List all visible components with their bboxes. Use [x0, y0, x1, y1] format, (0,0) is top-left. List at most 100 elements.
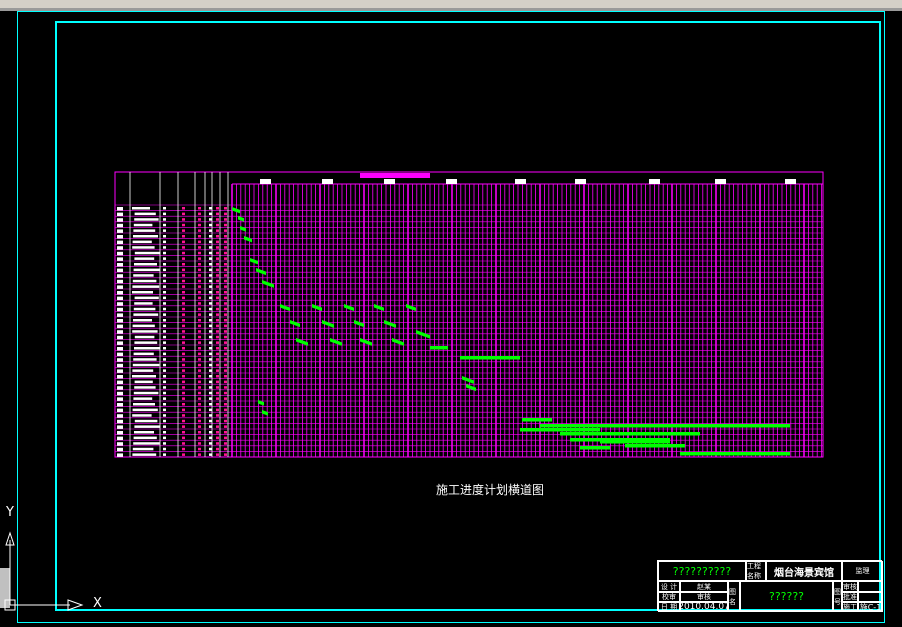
table-cell: [198, 335, 201, 339]
schedule-bar: [580, 446, 610, 450]
table-cell: [163, 235, 166, 238]
task-name: [132, 447, 154, 451]
task-name: [134, 257, 155, 260]
schedule-bar: [560, 432, 700, 436]
header-label: [384, 179, 395, 184]
table-cell: [216, 218, 219, 221]
table-cell: [209, 274, 212, 277]
toolbar[interactable]: [0, 0, 902, 11]
table-cell: [209, 453, 212, 456]
table-cell: [182, 307, 185, 311]
table-cell: [209, 358, 212, 361]
table-cell: [209, 369, 212, 372]
table-cell: [209, 235, 212, 238]
table-cell: [216, 263, 219, 266]
table-cell: [209, 419, 212, 423]
task-name: [134, 419, 158, 423]
table-cell: [182, 240, 185, 244]
header-label: [446, 179, 457, 184]
task-name: [132, 279, 157, 283]
row-number: [117, 414, 123, 418]
supervise-label: 监理: [842, 561, 883, 581]
table-cell: [224, 268, 227, 272]
table-cell: [198, 380, 201, 384]
table-cell: [163, 251, 166, 255]
table-cell: [163, 212, 166, 216]
task-name: [133, 436, 157, 440]
table-cell: [216, 347, 219, 350]
table-cell: [209, 324, 212, 328]
task-name: [134, 302, 153, 305]
schedule-bar: [354, 319, 364, 328]
table-cell: [182, 386, 185, 389]
table-cell: [198, 274, 201, 277]
title-block: ?????????? 工程名称 烟台海景宾馆 监理 设 计 赵某 校审 审核 日…: [657, 560, 883, 612]
table-cell: [216, 386, 219, 389]
task-name: [132, 246, 155, 249]
table-cell: [209, 352, 212, 356]
table-cell: [224, 207, 227, 210]
table-cell: [182, 352, 185, 356]
task-name: [134, 212, 156, 216]
row-number: [117, 380, 123, 385]
table-cell: [182, 414, 185, 417]
table-cell: [209, 436, 212, 440]
row-number: [117, 419, 123, 424]
row-number: [117, 403, 123, 407]
table-cell: [198, 263, 201, 266]
table-cell: [198, 375, 201, 378]
header-label: [785, 179, 796, 184]
table-cell: [224, 403, 227, 406]
table-cell: [163, 324, 166, 328]
table-cell: [216, 285, 219, 288]
schedule-bar: [360, 337, 372, 346]
table-cell: [163, 335, 166, 339]
task-name: [134, 218, 159, 221]
row-number: [117, 296, 123, 301]
table-cell: [216, 335, 219, 339]
table-cell: [198, 408, 201, 412]
schedule-bar: [570, 438, 670, 442]
row-number: [117, 431, 123, 435]
table-cell: [224, 419, 227, 423]
row-number: [117, 363, 123, 368]
table-cell: [182, 285, 185, 288]
table-cell: [163, 414, 166, 417]
table-cell: [224, 257, 227, 260]
project-label: 工程名称: [746, 561, 766, 581]
task-name: [132, 240, 152, 244]
task-name: [133, 223, 153, 227]
table-cell: [209, 341, 212, 344]
table-cell: [209, 408, 212, 412]
table-cell: [216, 431, 219, 434]
table-cell: [182, 380, 185, 384]
table-cell: [216, 330, 219, 333]
table-cell: [182, 218, 185, 221]
schedule-bar: [462, 375, 474, 384]
schedule-bar: [244, 235, 252, 243]
side-toolbar[interactable]: [0, 568, 10, 608]
table-cell: [198, 347, 201, 350]
table-cell: [224, 431, 227, 434]
table-cell: [216, 419, 219, 423]
schedule-bar: [232, 206, 240, 214]
schedule-bar: [460, 356, 520, 360]
table-cell: [224, 358, 227, 361]
table-cell: [216, 352, 219, 356]
project-name: 烟台海景宾馆: [766, 561, 842, 581]
table-cell: [224, 414, 227, 417]
table-cell: [224, 246, 227, 249]
task-name: [132, 330, 158, 333]
table-cell: [198, 324, 201, 328]
table-cell: [198, 363, 201, 367]
table-cell: [224, 296, 227, 300]
table-cell: [209, 223, 212, 227]
table-cell: [198, 296, 201, 300]
table-cell: [163, 447, 166, 451]
task-name: [133, 403, 155, 406]
table-cell: [198, 419, 201, 423]
task-name: [133, 442, 160, 445]
table-cell: [182, 391, 185, 395]
table-cell: [224, 442, 227, 445]
